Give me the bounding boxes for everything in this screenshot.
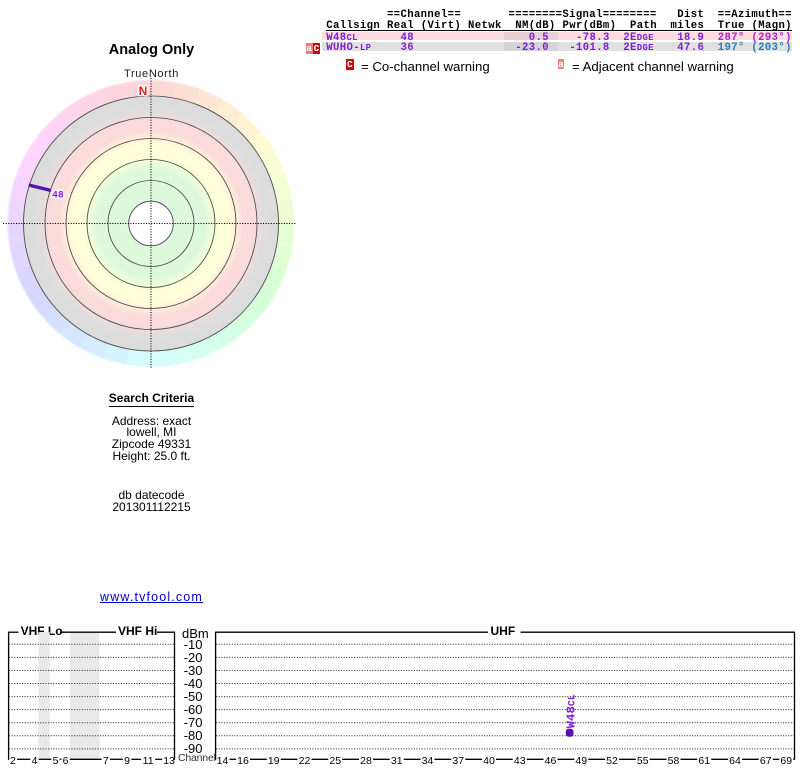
- svg-text:67: 67: [760, 755, 772, 767]
- svg-text:7: 7: [103, 755, 109, 767]
- svg-text:34: 34: [422, 755, 434, 767]
- svg-text:31: 31: [391, 755, 403, 767]
- svg-text:2: 2: [10, 755, 16, 767]
- svg-text:19: 19: [268, 755, 280, 767]
- svg-text:69: 69: [780, 755, 792, 767]
- svg-text:5: 5: [53, 755, 59, 767]
- svg-text:49: 49: [575, 755, 587, 767]
- svg-text:4: 4: [32, 755, 38, 767]
- svg-text:52: 52: [606, 755, 618, 767]
- svg-text:64: 64: [729, 755, 741, 767]
- svg-text:46: 46: [545, 755, 557, 767]
- svg-text:11: 11: [143, 755, 154, 767]
- svg-text:61: 61: [698, 755, 710, 767]
- svg-text:43: 43: [514, 755, 526, 767]
- svg-text:14: 14: [217, 755, 229, 767]
- svg-text:37: 37: [452, 755, 464, 767]
- svg-text:40: 40: [483, 755, 495, 767]
- svg-text:13: 13: [163, 755, 175, 767]
- svg-text:25: 25: [329, 755, 341, 767]
- svg-text:6: 6: [63, 755, 69, 767]
- svg-text:28: 28: [360, 755, 372, 767]
- svg-text:22: 22: [299, 755, 311, 767]
- svg-text:9: 9: [124, 755, 130, 767]
- svg-text:16: 16: [237, 755, 249, 767]
- svg-text:48: 48: [52, 190, 64, 201]
- svg-text:N: N: [139, 84, 148, 98]
- svg-text:55: 55: [637, 755, 649, 767]
- svg-text:58: 58: [668, 755, 680, 767]
- svg-text:W48CL: W48CL: [565, 694, 579, 728]
